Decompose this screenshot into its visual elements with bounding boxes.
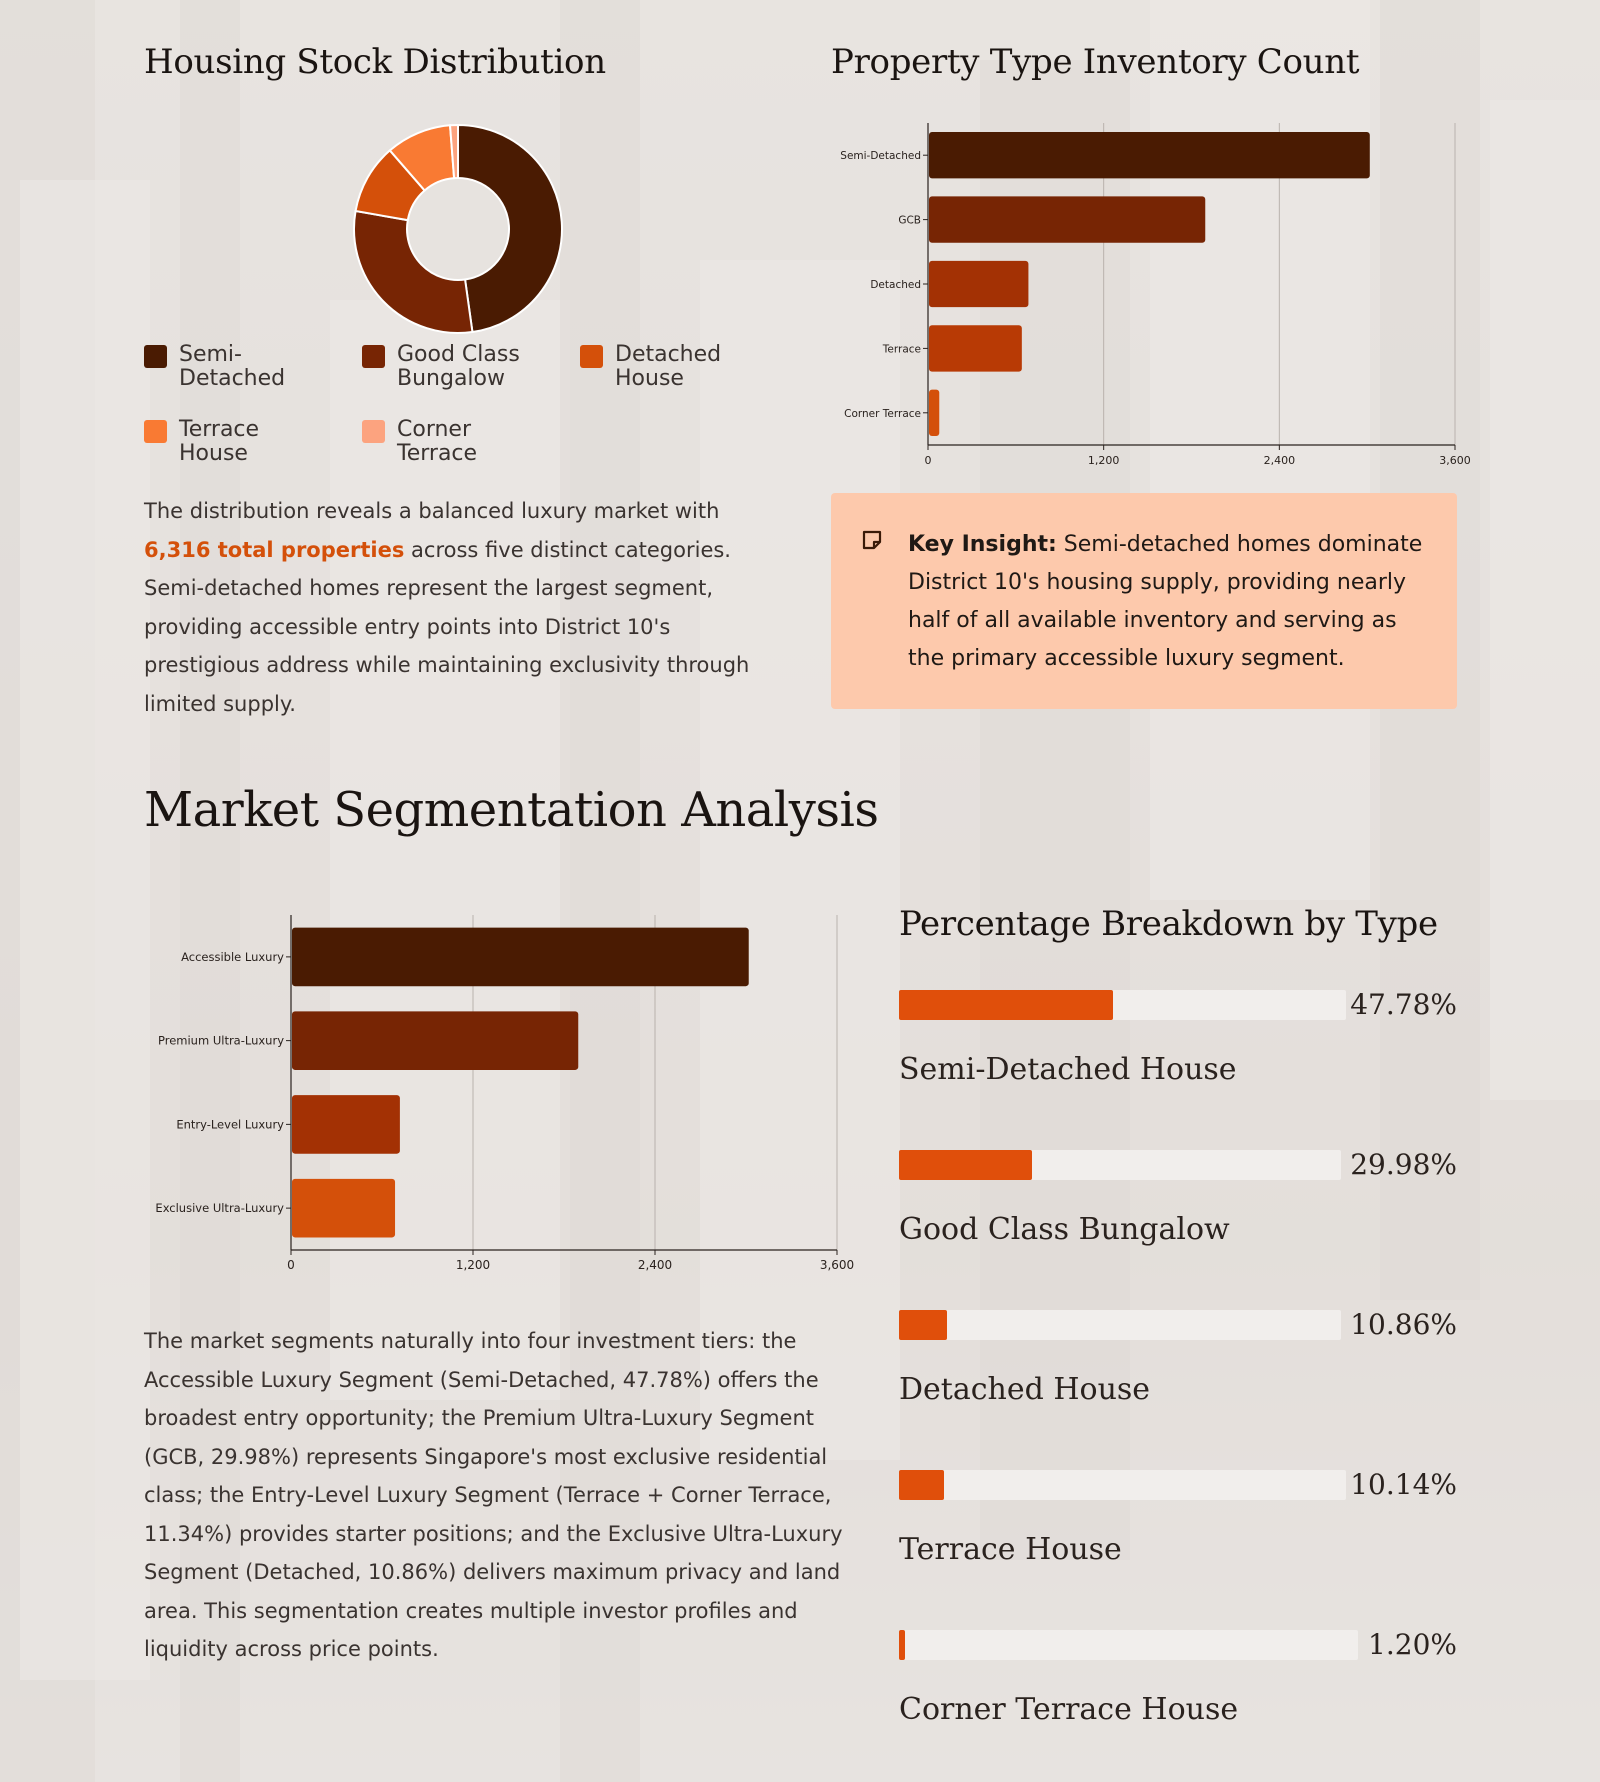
bar xyxy=(929,132,1370,179)
category-label: Semi-Detached xyxy=(840,150,921,162)
percentage-value: 1.20% xyxy=(1368,1628,1457,1661)
category-label: Premium Ultra-Luxury xyxy=(158,1034,284,1048)
key-insight-body: Semi-detached homes dominate District 10… xyxy=(908,532,1423,671)
category-label: Entry-Level Luxury xyxy=(176,1117,284,1131)
property-type-name: Good Class Bungalow xyxy=(899,1212,1230,1247)
bar xyxy=(929,260,1029,308)
category-label: Exclusive Ultra-Luxury xyxy=(155,1201,284,1215)
percentage-value: 47.78% xyxy=(1350,988,1457,1021)
segmentation-bar-chart: 0 1,200 2,400 3,600 Accessible Luxury Premium… xyxy=(155,915,854,1272)
housing-stock-title: Housing Stock Distribution xyxy=(144,42,606,82)
legend-swatch xyxy=(144,420,167,443)
description-text-end: across five distinct categories. Semi-de… xyxy=(144,537,750,716)
key-insight-label: Key Insight: xyxy=(908,532,1057,557)
key-insight-callout: Key Insight: Semi-detached homes dominat… xyxy=(831,493,1457,709)
breakdown-item: 29.98% Good Class Bungalow xyxy=(899,1148,1457,1250)
x-tick-label: 1,200 xyxy=(1088,454,1120,467)
legend-item: Detached House xyxy=(580,343,765,391)
segmentation-title: Market Segmentation Analysis xyxy=(144,782,879,838)
breakdown-item: 1.20% Corner Terrace House xyxy=(899,1628,1457,1730)
x-tick-label: 3,600 xyxy=(820,1258,854,1272)
bar xyxy=(292,1095,400,1154)
note-icon xyxy=(862,530,882,550)
property-type-name: Corner Terrace House xyxy=(899,1692,1239,1727)
housing-stock-donut xyxy=(353,123,563,334)
progress-fill xyxy=(899,1630,905,1660)
category-label: GCB xyxy=(898,215,921,227)
breakdown-item: 10.14% Terrace House xyxy=(899,1468,1457,1570)
donut-slice xyxy=(457,123,563,334)
legend-swatch xyxy=(362,345,385,368)
property-type-name: Terrace House xyxy=(899,1532,1122,1567)
bar xyxy=(929,196,1206,243)
progress-track xyxy=(899,1470,1346,1500)
donut-slice xyxy=(353,209,474,334)
key-insight-text: Key Insight: Semi-detached homes dominat… xyxy=(908,526,1433,678)
bar xyxy=(929,325,1022,372)
bar xyxy=(292,927,749,987)
progress-fill xyxy=(899,1310,947,1340)
breakdown-title: Percentage Breakdown by Type xyxy=(899,904,1438,944)
x-tick-label: 2,400 xyxy=(1264,454,1296,467)
percentage-value: 10.86% xyxy=(1350,1308,1457,1341)
property-type-name: Detached House xyxy=(899,1372,1151,1407)
bar xyxy=(292,1178,396,1238)
progress-track xyxy=(899,1310,1341,1340)
percentage-value: 10.14% xyxy=(1350,1468,1457,1501)
category-label: Accessible Luxury xyxy=(181,950,284,964)
legend-item: Semi-Detached xyxy=(144,343,329,391)
x-tick-label: 0 xyxy=(925,454,932,467)
housing-stock-description: The distribution reveals a balanced luxu… xyxy=(144,492,774,723)
legend-swatch xyxy=(580,345,603,368)
progress-fill xyxy=(899,1150,1032,1180)
x-tick-label: 3,600 xyxy=(1439,454,1471,467)
breakdown-item: 10.86% Detached House xyxy=(899,1308,1457,1410)
percentage-value: 29.98% xyxy=(1350,1148,1457,1181)
x-tick-label: 0 xyxy=(287,1258,295,1272)
inventory-bar-chart: 0 1,200 2,400 3,600 Semi-Detached GCB Detached… xyxy=(840,123,1471,467)
breakdown-item: 47.78% Semi-Detached House xyxy=(899,988,1457,1090)
progress-track xyxy=(899,1630,1358,1660)
progress-track xyxy=(899,990,1346,1020)
legend-label: Terrace House xyxy=(179,417,260,466)
legend-item: Good Class Bungalow xyxy=(362,343,547,391)
legend-label: Detached House xyxy=(615,342,722,391)
progress-fill xyxy=(899,990,1113,1020)
legend-swatch xyxy=(362,420,385,443)
progress-track xyxy=(899,1150,1341,1180)
progress-fill xyxy=(899,1470,945,1500)
description-text-start: The distribution reveals a balanced luxu… xyxy=(144,499,720,523)
bar xyxy=(929,389,940,436)
donut-slice xyxy=(448,123,459,180)
category-label: Corner Terrace xyxy=(844,408,921,420)
bar xyxy=(292,1011,579,1070)
legend-item: Corner Terrace xyxy=(362,418,547,466)
legend-swatch xyxy=(144,345,167,368)
legend-label: Corner Terrace xyxy=(397,417,478,466)
legend-label: Good Class Bungalow xyxy=(397,342,520,391)
x-tick-label: 1,200 xyxy=(456,1258,490,1272)
total-properties-highlight: 6,316 total properties xyxy=(144,537,405,562)
property-type-name: Semi-Detached House xyxy=(899,1052,1237,1087)
segmentation-description: The market segments naturally into four … xyxy=(144,1329,843,1661)
category-label: Terrace xyxy=(882,343,921,355)
inventory-title: Property Type Inventory Count xyxy=(831,42,1360,82)
category-label: Detached xyxy=(870,279,921,291)
legend-item: Terrace House xyxy=(144,418,329,466)
legend-label: Semi-Detached xyxy=(179,342,286,391)
x-tick-label: 2,400 xyxy=(638,1258,672,1272)
